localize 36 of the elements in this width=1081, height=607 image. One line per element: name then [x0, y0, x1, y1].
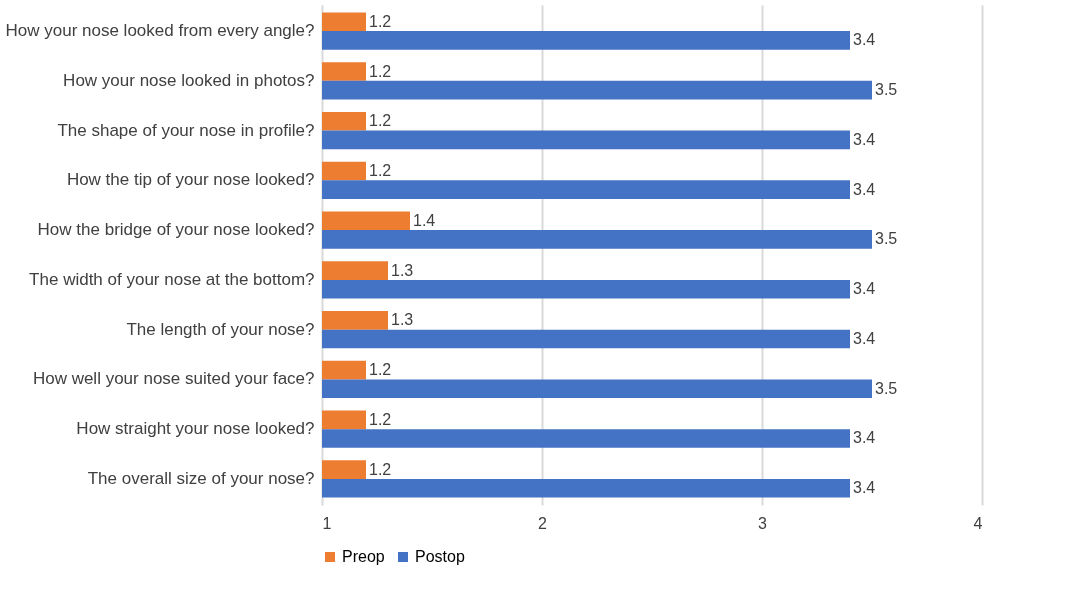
data-label: 1.4: [413, 211, 436, 229]
y-tick-label: How the bridge of your nose looked?: [37, 220, 315, 240]
y-tick-label: The length of your nose?: [126, 319, 315, 339]
data-label: 1.3: [391, 311, 414, 329]
data-label: 1.2: [369, 112, 392, 130]
data-label: 3.5: [875, 81, 898, 99]
data-label: 1.3: [391, 261, 414, 279]
data-label: 3.4: [853, 31, 876, 49]
data-label: 3.4: [853, 479, 876, 497]
data-label: 3.5: [875, 230, 898, 248]
y-tick-label: How your nose looked in photos?: [63, 70, 315, 90]
data-label: 1.2: [369, 410, 392, 428]
x-tick-label: 2: [538, 514, 548, 532]
y-tick-label: The shape of your nose in profile?: [57, 120, 315, 140]
x-tick-label: 3: [758, 514, 768, 532]
data-label: 1.2: [369, 12, 392, 30]
data-label: 1.2: [369, 361, 392, 379]
y-tick-label: How well your nose suited your face?: [32, 369, 315, 389]
y-tick-label: How the tip of your nose looked?: [66, 170, 315, 190]
data-label: 1.2: [369, 460, 392, 478]
data-label: 1.2: [369, 162, 392, 180]
data-label: 3.5: [875, 379, 898, 397]
x-tick-label: 4: [973, 514, 983, 532]
y-tick-label: How straight your nose looked?: [76, 419, 315, 439]
legend-label: Postop: [415, 548, 465, 565]
data-label: 3.4: [853, 130, 876, 148]
y-tick-label: How your nose looked from every angle?: [5, 21, 315, 41]
data-label: 3.4: [853, 280, 876, 298]
x-tick-label: 1: [322, 514, 332, 532]
y-tick-label: The overall size of your nose?: [87, 468, 315, 488]
y-tick-label: The width of your nose at the bottom?: [29, 269, 315, 289]
data-label: 3.4: [853, 180, 876, 198]
data-label: 1.2: [369, 62, 392, 80]
legend-label: Preop: [342, 548, 385, 565]
data-label: 3.4: [853, 429, 876, 447]
data-label: 3.4: [853, 329, 876, 347]
